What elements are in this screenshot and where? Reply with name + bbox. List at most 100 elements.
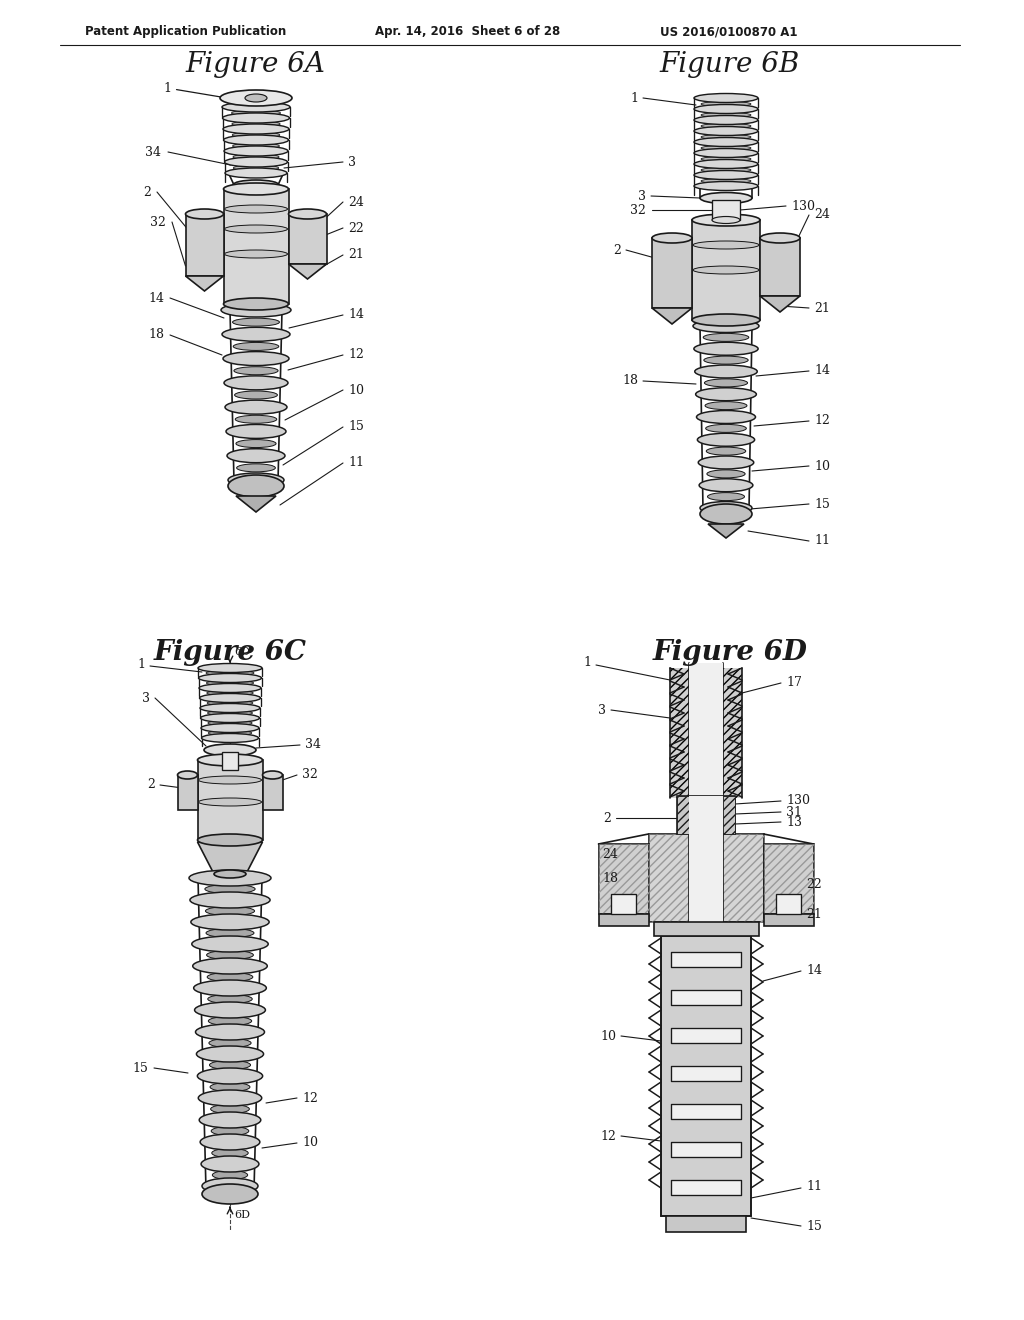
Ellipse shape xyxy=(201,714,259,722)
Text: 3: 3 xyxy=(348,156,356,169)
Ellipse shape xyxy=(234,391,278,399)
Text: 24: 24 xyxy=(602,847,618,861)
Ellipse shape xyxy=(694,160,758,169)
Text: 18: 18 xyxy=(622,375,638,388)
Ellipse shape xyxy=(712,216,740,223)
Text: 14: 14 xyxy=(148,292,164,305)
Text: 2: 2 xyxy=(143,186,151,198)
Ellipse shape xyxy=(196,1024,264,1040)
Text: 3: 3 xyxy=(142,692,150,705)
Ellipse shape xyxy=(204,744,256,756)
Bar xyxy=(222,752,238,770)
Ellipse shape xyxy=(211,1126,249,1135)
Text: 22: 22 xyxy=(806,878,821,891)
Text: 18: 18 xyxy=(602,873,618,886)
Polygon shape xyxy=(185,276,223,290)
Ellipse shape xyxy=(228,473,284,487)
Ellipse shape xyxy=(697,433,755,446)
Ellipse shape xyxy=(199,673,261,682)
Ellipse shape xyxy=(692,314,760,326)
Text: 10: 10 xyxy=(348,384,364,396)
Ellipse shape xyxy=(262,771,283,779)
Ellipse shape xyxy=(222,327,290,342)
Ellipse shape xyxy=(694,181,758,190)
Ellipse shape xyxy=(208,994,252,1003)
Text: Figure 6C: Figure 6C xyxy=(154,639,306,665)
Ellipse shape xyxy=(696,411,756,424)
Ellipse shape xyxy=(212,1148,248,1158)
Text: Patent Application Publication: Patent Application Publication xyxy=(85,25,287,38)
Ellipse shape xyxy=(190,913,269,931)
Ellipse shape xyxy=(193,958,267,974)
Text: 21: 21 xyxy=(814,301,829,314)
Ellipse shape xyxy=(200,1134,260,1150)
Ellipse shape xyxy=(708,492,744,500)
Text: 1: 1 xyxy=(630,91,638,104)
Ellipse shape xyxy=(191,936,268,952)
Polygon shape xyxy=(289,264,327,279)
Ellipse shape xyxy=(227,449,285,463)
Bar xyxy=(671,1067,741,1081)
Ellipse shape xyxy=(225,400,287,414)
Text: 32: 32 xyxy=(302,768,317,781)
Text: US 2016/0100870 A1: US 2016/0100870 A1 xyxy=(660,25,798,38)
Text: 10: 10 xyxy=(814,459,830,473)
Ellipse shape xyxy=(231,121,281,127)
Ellipse shape xyxy=(207,973,253,982)
Text: 3: 3 xyxy=(598,704,606,717)
Polygon shape xyxy=(764,913,813,927)
Ellipse shape xyxy=(703,334,749,342)
Ellipse shape xyxy=(211,1105,250,1114)
Ellipse shape xyxy=(289,209,327,219)
Ellipse shape xyxy=(694,94,758,103)
Bar xyxy=(670,668,689,799)
Ellipse shape xyxy=(221,304,291,317)
Ellipse shape xyxy=(223,298,289,310)
Text: 130: 130 xyxy=(786,795,810,808)
Bar xyxy=(760,238,800,296)
Ellipse shape xyxy=(202,734,258,742)
Bar xyxy=(689,834,723,921)
Ellipse shape xyxy=(237,463,275,471)
Ellipse shape xyxy=(189,892,270,908)
Text: 15: 15 xyxy=(814,498,829,511)
Polygon shape xyxy=(708,524,744,539)
Ellipse shape xyxy=(232,143,280,149)
Text: 12: 12 xyxy=(814,414,829,428)
Bar xyxy=(652,238,692,308)
Ellipse shape xyxy=(206,907,255,916)
Bar xyxy=(677,796,735,834)
Ellipse shape xyxy=(200,693,260,702)
Ellipse shape xyxy=(212,1171,248,1180)
Ellipse shape xyxy=(208,1016,252,1026)
Text: 32: 32 xyxy=(630,203,646,216)
Ellipse shape xyxy=(224,224,288,234)
Text: 18: 18 xyxy=(148,329,164,342)
Ellipse shape xyxy=(202,1177,258,1195)
Ellipse shape xyxy=(208,721,252,726)
Text: Apr. 14, 2016  Sheet 6 of 28: Apr. 14, 2016 Sheet 6 of 28 xyxy=(375,25,560,38)
Bar xyxy=(692,220,760,319)
Bar xyxy=(648,834,764,921)
Ellipse shape xyxy=(698,455,754,469)
Ellipse shape xyxy=(693,319,759,333)
Bar xyxy=(177,775,198,810)
Text: 14: 14 xyxy=(814,364,830,378)
Ellipse shape xyxy=(700,502,752,515)
Ellipse shape xyxy=(231,110,281,116)
Text: 10: 10 xyxy=(302,1137,318,1150)
Bar xyxy=(289,214,327,264)
Ellipse shape xyxy=(701,102,751,107)
Ellipse shape xyxy=(225,168,287,178)
Ellipse shape xyxy=(707,470,745,478)
Polygon shape xyxy=(236,496,276,512)
Bar xyxy=(723,796,735,834)
Ellipse shape xyxy=(760,234,800,243)
Ellipse shape xyxy=(223,351,289,366)
Ellipse shape xyxy=(224,147,288,156)
Ellipse shape xyxy=(694,116,758,124)
Text: 32: 32 xyxy=(151,215,166,228)
Ellipse shape xyxy=(701,145,751,150)
Ellipse shape xyxy=(199,684,261,693)
Ellipse shape xyxy=(210,1082,250,1092)
